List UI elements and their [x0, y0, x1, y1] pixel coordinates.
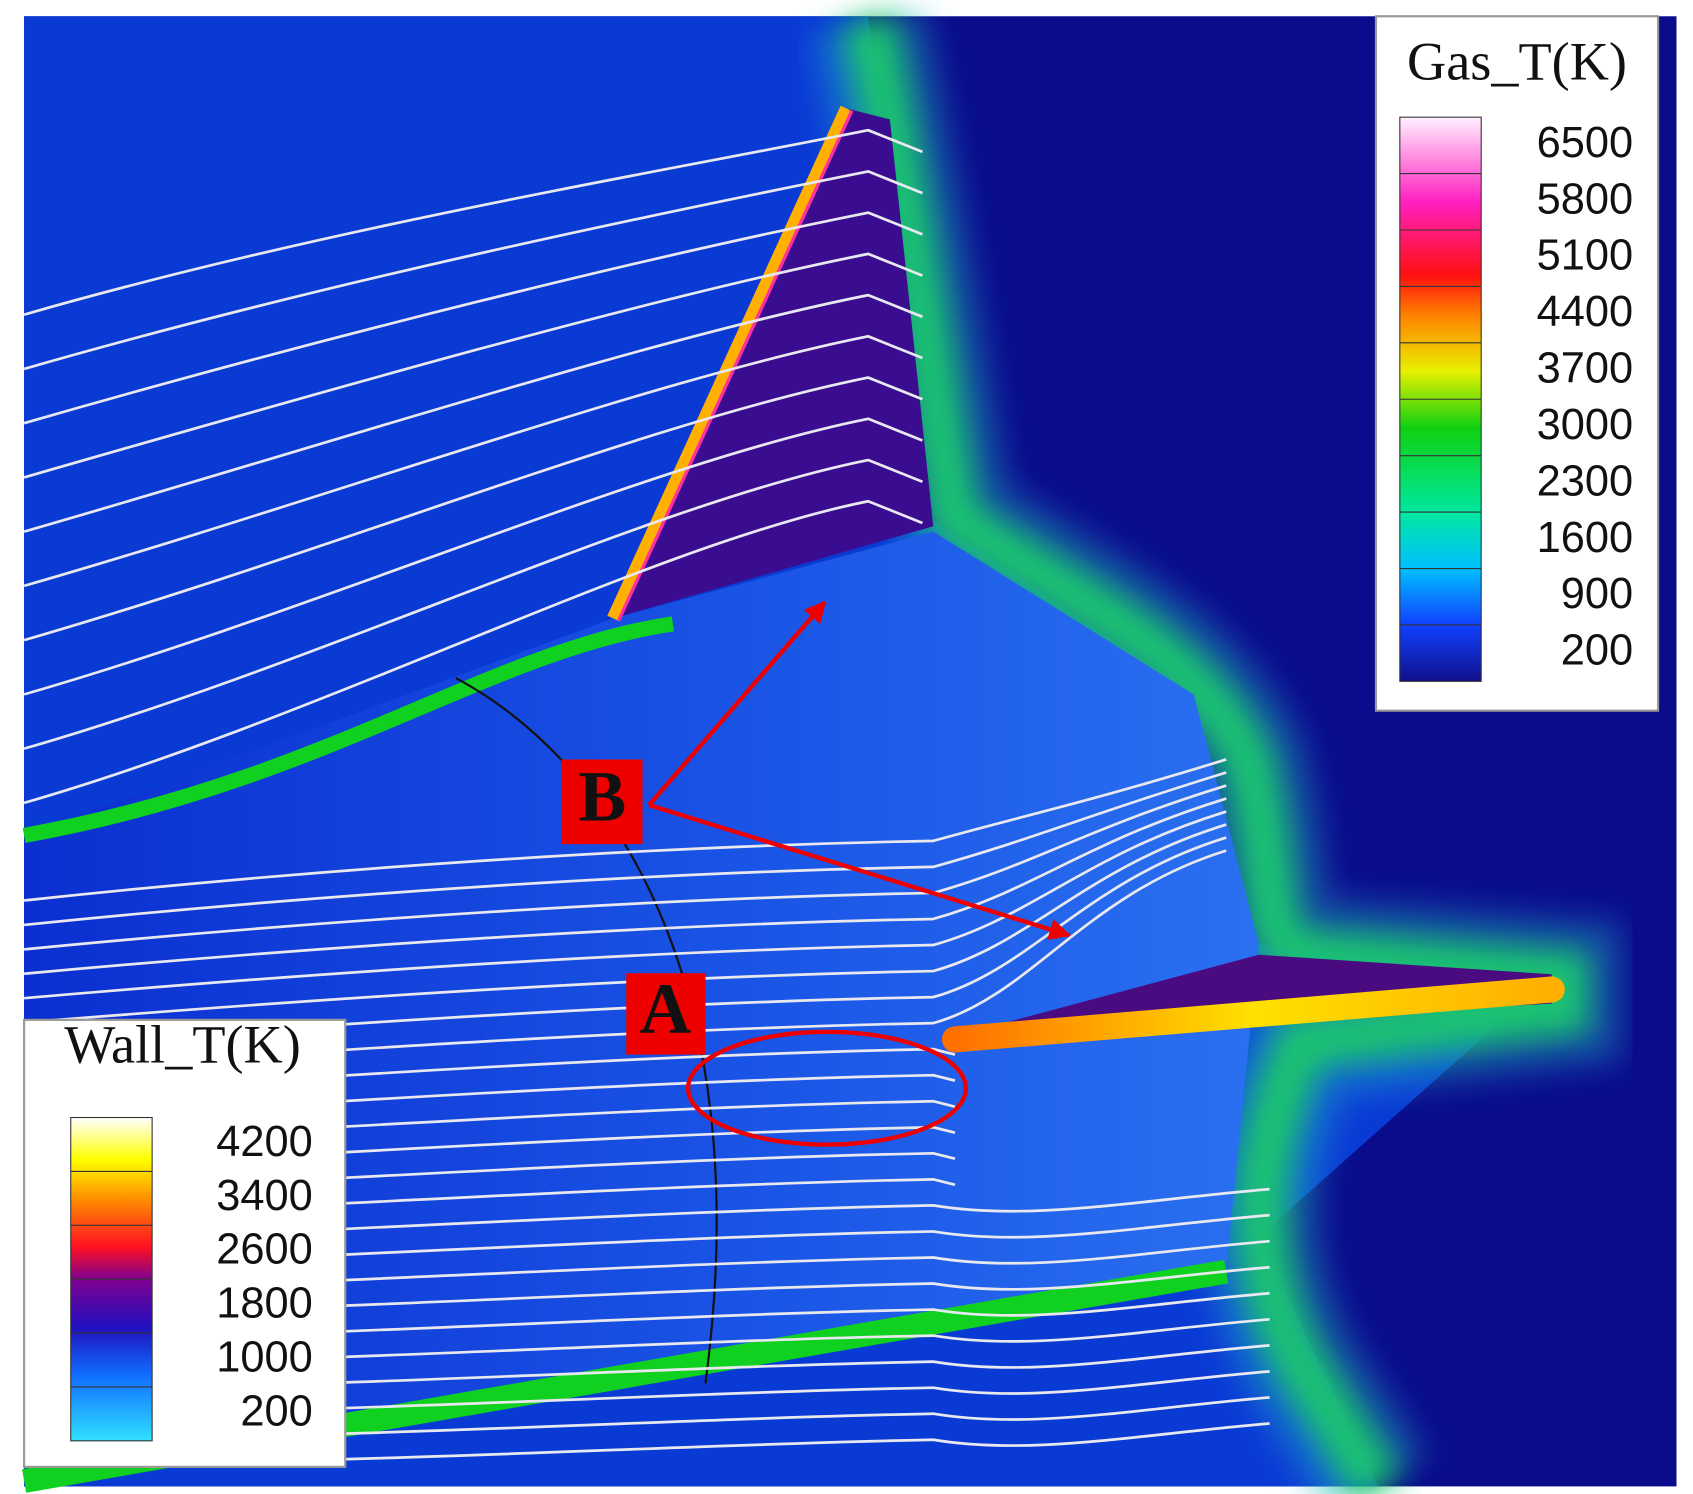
colorbar-label: 4400 [1537, 288, 1634, 336]
streamline [23, 211, 923, 425]
streamline [23, 797, 1227, 976]
legend-title: Wall_T(K) [64, 1015, 301, 1075]
streamline [23, 823, 1227, 1024]
streamline [23, 376, 923, 642]
marker-box [626, 973, 706, 1055]
marker-box [561, 759, 643, 845]
streamline [23, 128, 923, 316]
streamline [23, 417, 923, 696]
colorbar-label: 3000 [1537, 401, 1634, 449]
legend-title: Gas_T(K) [1407, 32, 1627, 92]
streamline [23, 784, 1227, 951]
streamline [23, 293, 923, 533]
colorbar-label: 5800 [1537, 175, 1634, 223]
streamline [23, 170, 923, 371]
colorbar-label: 2300 [1537, 457, 1634, 505]
streamline [23, 499, 923, 805]
streamline [23, 458, 923, 750]
gas-legend: Gas_T(K) 6500 5800 5100 4400 3700 3000 2300 160… [1374, 15, 1660, 712]
colorbar-label: 200 [1561, 627, 1633, 675]
colorbar-label: 2600 [216, 1226, 312, 1274]
colorbar-label: 1800 [216, 1280, 312, 1328]
colorbar-label: 5100 [1537, 232, 1634, 280]
colorbar-label: 3400 [216, 1172, 312, 1220]
colorbar-label: 200 [240, 1387, 312, 1435]
wall-legend: Wall_T(K) 4200 3400 2600 1800 1000 200 [23, 1015, 347, 1468]
colorbar-label: 1600 [1537, 514, 1634, 562]
marker-label: B [578, 757, 626, 836]
streamline [23, 810, 1227, 1000]
streamline [23, 252, 923, 479]
streamline [23, 334, 923, 588]
streamline [23, 771, 1227, 927]
colorbar-label: 6500 [1537, 119, 1634, 167]
colorbar-label: 1000 [216, 1333, 312, 1381]
marker-label: A [639, 970, 691, 1049]
colorbar-label: 4200 [216, 1118, 312, 1166]
colorbar-label: 3700 [1537, 345, 1634, 393]
colorbar-label: 900 [1561, 570, 1633, 618]
